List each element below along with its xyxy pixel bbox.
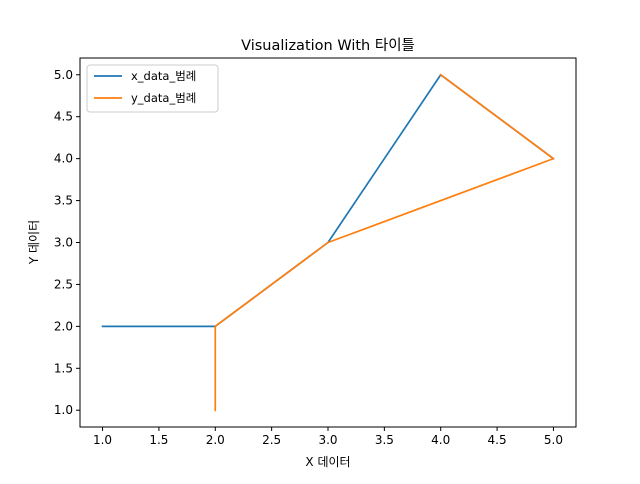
y-tick-label: 2.0 — [54, 319, 73, 333]
x-tick-label: 5.0 — [544, 433, 563, 447]
x-tick-label: 4.0 — [431, 433, 450, 447]
legend-label-x-data: x_data_범례 — [131, 69, 196, 83]
series-line-y-data — [214, 73, 555, 412]
y-tick-label: 2.5 — [54, 277, 73, 291]
y-tick-label: 5.0 — [54, 68, 73, 82]
y-tick-label: 1.0 — [54, 403, 73, 417]
y-axis-label: Y 데이터 — [27, 220, 41, 265]
x-tick-label: 2.5 — [262, 433, 281, 447]
x-tick-label: 1.5 — [149, 433, 168, 447]
chart-title: Visualization With 타이틀 — [241, 37, 415, 54]
x-axis-label: X 데이터 — [305, 455, 350, 469]
legend: x_data_범례 y_data_범례 — [86, 64, 219, 113]
x-tick-label: 3.0 — [318, 433, 337, 447]
y-tick-label: 1.5 — [54, 361, 73, 375]
x-tick-label: 3.5 — [375, 433, 394, 447]
y-tick-label: 3.5 — [54, 194, 73, 208]
legend-label-y-data: y_data_범례 — [131, 91, 196, 105]
series-line-x-data — [101, 73, 555, 328]
y-tick-label: 3.0 — [54, 236, 73, 250]
x-tick-label: 2.0 — [206, 433, 225, 447]
x-tick-label: 4.5 — [488, 433, 507, 447]
x-tick-label: 1.0 — [93, 433, 112, 447]
y-tick-label: 4.5 — [54, 110, 73, 124]
y-tick-label: 4.0 — [54, 152, 73, 166]
